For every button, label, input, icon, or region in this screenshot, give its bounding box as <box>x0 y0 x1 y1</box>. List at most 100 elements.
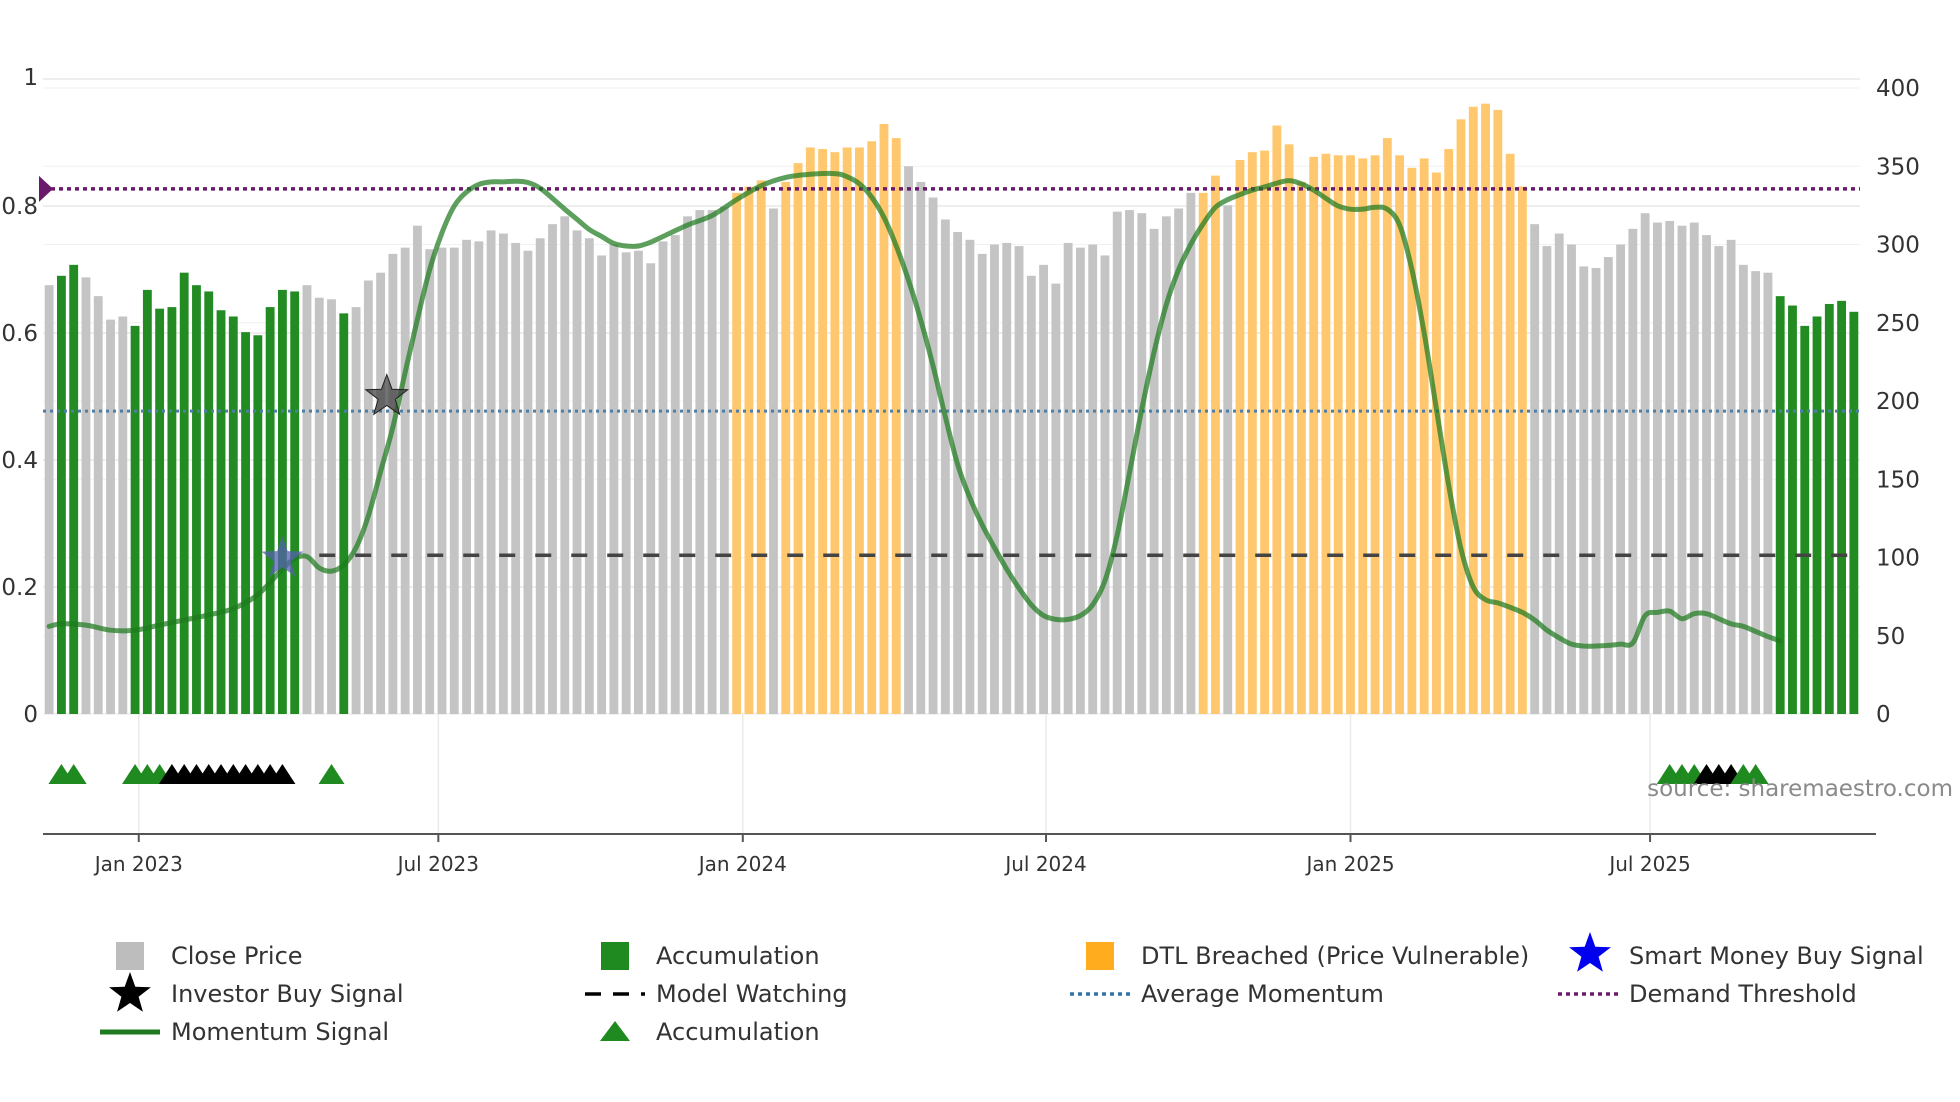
price-bar <box>228 316 238 714</box>
price-bar <box>916 181 926 714</box>
price-bar <box>621 252 631 714</box>
momentum-signal-line <box>46 170 1783 649</box>
price-bar <box>1726 239 1736 714</box>
price-bar <box>302 285 312 714</box>
price-bar <box>265 307 275 714</box>
legend-label: DTL Breached (Price Vulnerable) <box>1141 942 1529 970</box>
investor-buy-signal-star-icon <box>364 373 410 416</box>
date-tick-label: Jul 2025 <box>1607 852 1690 876</box>
price-bar <box>646 263 656 714</box>
legend-item: Investor Buy Signal <box>109 972 404 1012</box>
demand-threshold-diamond-icon <box>39 175 53 202</box>
legend-label: Smart Money Buy Signal <box>1629 942 1924 970</box>
price-bar <box>179 272 189 714</box>
price-bar <box>1100 255 1110 714</box>
price-bar <box>609 244 619 714</box>
legend-label: Accumulation <box>656 942 820 970</box>
legend-item: Momentum Signal <box>100 1018 389 1046</box>
price-bar <box>1837 300 1847 714</box>
price-bar <box>953 231 963 715</box>
price-bar <box>1493 109 1503 714</box>
legend-label: Demand Threshold <box>1629 980 1857 1008</box>
price-bar <box>425 249 435 714</box>
price-bar <box>511 242 521 714</box>
price-bar <box>1444 149 1454 714</box>
price-bar <box>1456 119 1466 715</box>
legend: Close Price Accumulation DTL Breached (Pri… <box>100 932 1924 1046</box>
price-bar <box>1075 247 1085 714</box>
signal-markers <box>48 373 1769 784</box>
price-bar <box>597 255 607 714</box>
legend-item: Accumulation <box>600 1018 820 1046</box>
price-bar <box>1358 158 1368 715</box>
price-bar <box>81 277 91 714</box>
date-tick-label: Jan 2023 <box>93 852 183 876</box>
date-tick-label: Jul 2023 <box>396 852 479 876</box>
price-bar <box>1738 264 1748 714</box>
price-bar <box>277 289 287 714</box>
legend-item: Demand Threshold <box>1558 980 1857 1008</box>
price-bar <box>1689 222 1699 714</box>
legend-item: Model Watching <box>585 980 848 1008</box>
legend-label: Average Momentum <box>1141 980 1384 1008</box>
price-bar <box>216 310 226 714</box>
price-bar <box>855 147 864 715</box>
price-bar <box>449 247 459 714</box>
price-bar <box>1517 186 1527 715</box>
price-bar <box>462 239 471 714</box>
price-bar <box>69 264 79 714</box>
price-bar <box>732 192 742 715</box>
price-bar <box>560 216 570 714</box>
legend-star-blue-icon <box>1569 932 1611 972</box>
legend-square-icon <box>116 942 144 970</box>
accumulation-triangle-icon <box>1742 764 1769 784</box>
legend-item: Smart Money Buy Signal <box>1569 932 1924 972</box>
price-bar <box>1677 225 1687 714</box>
price-bar <box>1640 213 1650 714</box>
price-bar <box>1039 264 1048 714</box>
source-label: source: sharemaestro.com <box>1647 776 1953 802</box>
price-bar <box>486 230 496 715</box>
accumulation-triangle-black-icon <box>269 764 296 784</box>
price-bar <box>1567 244 1576 714</box>
accumulation-triangle-icon <box>318 764 345 784</box>
price-bar <box>1653 222 1662 714</box>
price-bar <box>44 285 54 714</box>
price-bar <box>744 186 754 715</box>
price-bar <box>1272 125 1282 714</box>
price-bar <box>830 152 840 715</box>
price-bar <box>1603 257 1613 714</box>
price-bar <box>977 253 987 714</box>
right-axis-tick-label: 0 <box>1876 702 1891 728</box>
price-bar <box>965 239 975 714</box>
accumulation-triangle-icon <box>60 764 87 784</box>
right-axis-tick-label: 150 <box>1876 467 1920 493</box>
price-bar <box>904 166 913 714</box>
price-bar <box>1346 155 1355 715</box>
price-bar <box>1824 303 1834 714</box>
price-bar <box>769 208 778 714</box>
date-tick-label: Jul 2024 <box>1003 852 1086 876</box>
date-tick-label: Jan 2024 <box>697 852 787 876</box>
price-bar <box>867 141 877 714</box>
legend-label: Momentum Signal <box>171 1018 389 1046</box>
price-bar <box>940 219 950 714</box>
legend-triangle-icon <box>600 1021 630 1041</box>
price-bar <box>1112 211 1122 714</box>
price-bar <box>339 313 349 714</box>
price-bar <box>1211 175 1220 714</box>
right-axis-tick-label: 100 <box>1876 546 1920 572</box>
legend-item: Accumulation <box>601 942 820 970</box>
axes: Jan 2023 Jul 2023 Jan 2024 Jul 2024 Jan 2025… <box>1 65 1919 876</box>
legend-item: Close Price <box>116 942 303 970</box>
price-bar <box>670 235 680 715</box>
price-bar <box>1702 235 1711 715</box>
price-bar <box>1247 152 1257 715</box>
left-axis-tick-label: 0.2 <box>1 575 38 601</box>
price-bar <box>1174 208 1184 714</box>
price-bar <box>1014 246 1024 714</box>
price-bar <box>1321 153 1331 715</box>
price-bar <box>437 247 447 714</box>
price-bar <box>1296 181 1306 714</box>
